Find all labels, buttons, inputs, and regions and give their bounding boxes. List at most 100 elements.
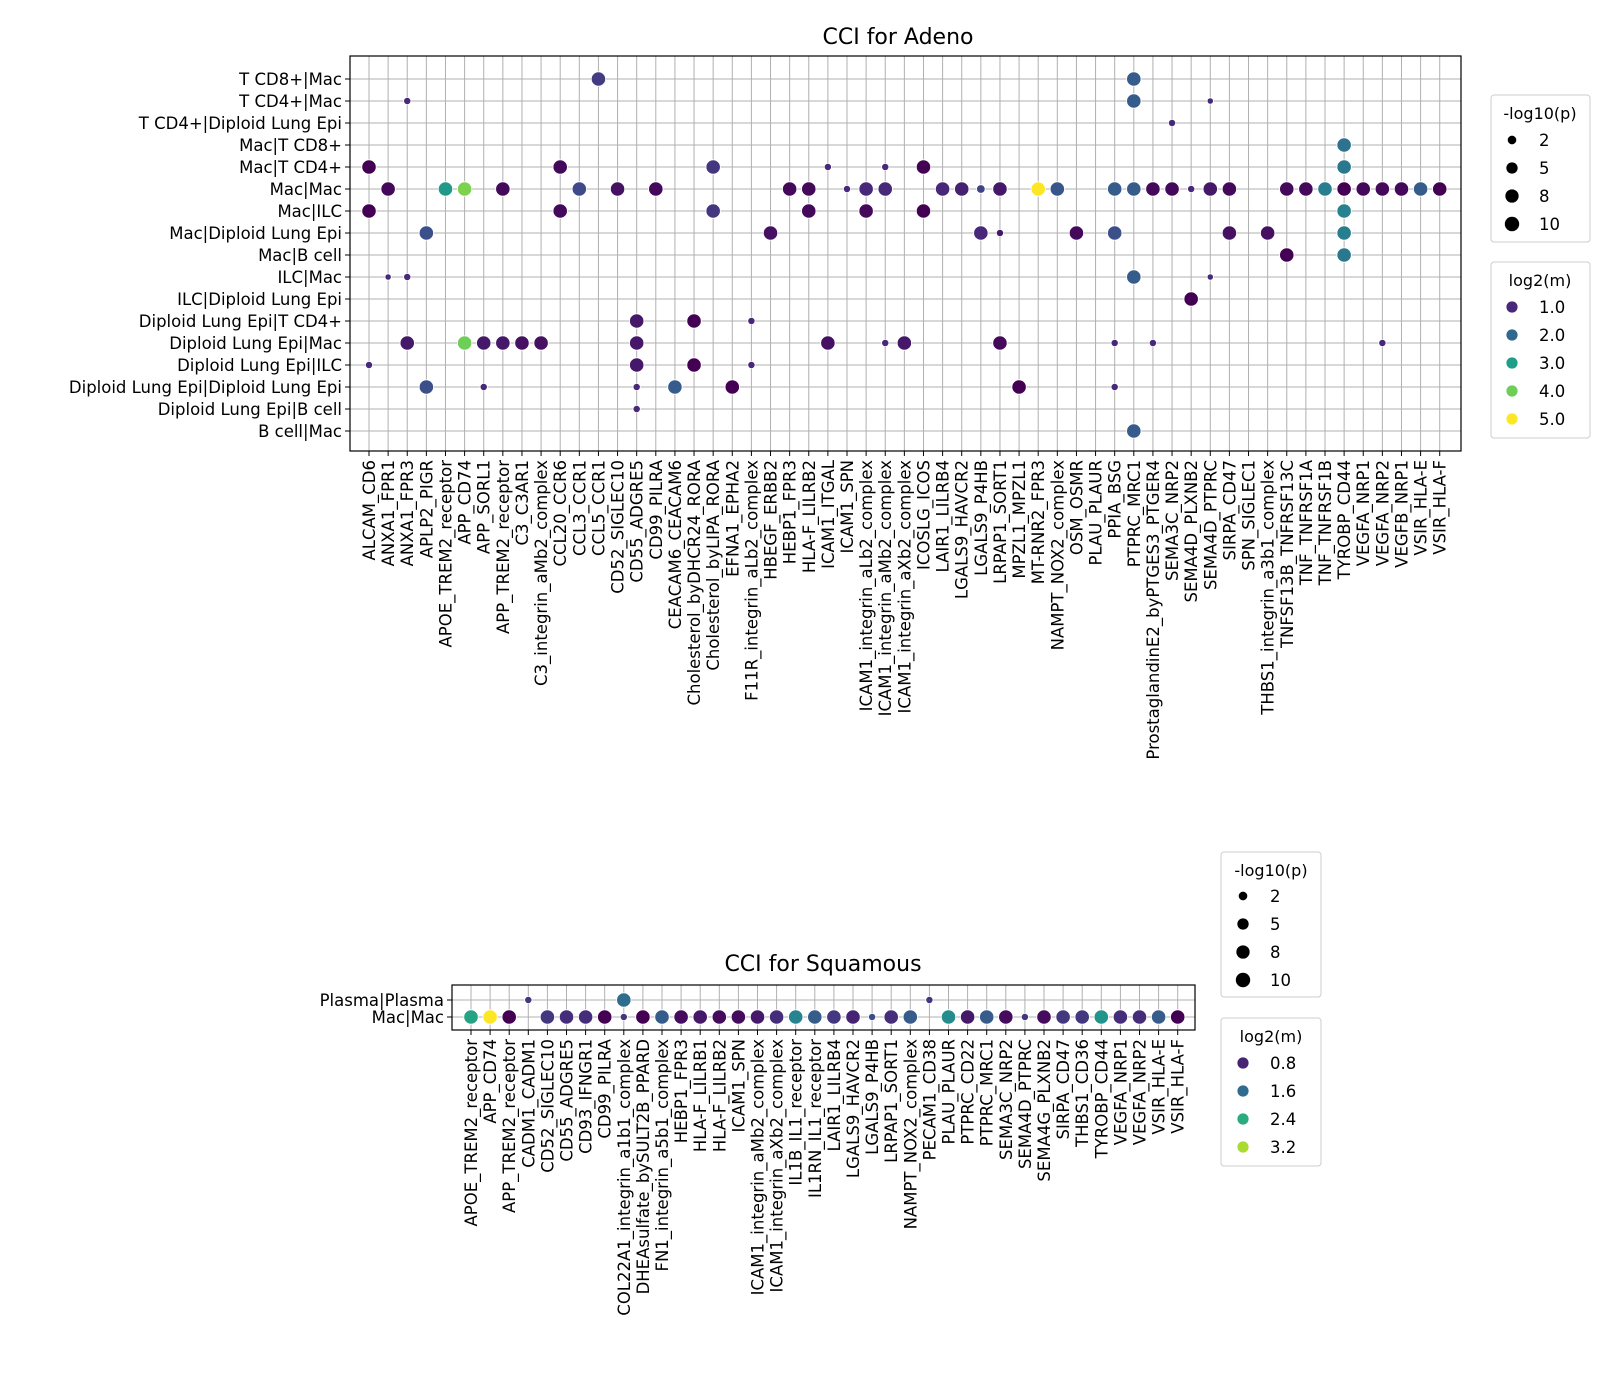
data-point: [456, 335, 473, 351]
x-tick-label: APP_CD74: [456, 460, 476, 545]
data-point: [635, 1009, 651, 1025]
x-tick-label: PLAU_PLAUR: [940, 1039, 960, 1145]
y-tick-label: Mac|T CD8+: [239, 136, 342, 155]
x-tick-label: CCL20_CCR6: [551, 460, 571, 567]
x-tick-label: ICAM1_integrin_aMb2_complex: [749, 1039, 769, 1296]
adeno-y-tick-labels: T CD8+|Mac T CD4+|Mac T CD4+|Diploid Lung …: [69, 70, 350, 441]
data-point: [826, 1009, 842, 1025]
data-point: [1206, 273, 1214, 281]
y-tick-label: Mac|Diploid Lung Epi: [169, 224, 342, 243]
data-point: [1206, 97, 1214, 105]
color-legend-marker: [1506, 329, 1518, 341]
data-point: [1336, 159, 1352, 175]
x-tick-label: VSIR_HLA-E: [1150, 1039, 1170, 1135]
color-legend-label: 1.6: [1270, 1082, 1296, 1101]
data-point: [1202, 181, 1218, 197]
data-point: [1110, 338, 1119, 348]
data-point: [915, 159, 932, 175]
data-point: [479, 382, 488, 392]
data-point: [1110, 382, 1119, 392]
adeno-title: CCI for Adeno: [822, 25, 973, 50]
x-tick-label: ICOSLG_ICOS: [914, 460, 934, 570]
x-tick-label: LRPAP1_SORT1: [991, 460, 1011, 584]
x-tick-label: PECAM1_CD38: [920, 1039, 940, 1160]
data-point: [495, 335, 511, 351]
y-tick-label: T CD4+|Mac: [238, 92, 342, 111]
data-point: [1126, 181, 1142, 197]
x-tick-label: PTPRC_CD22: [959, 1039, 979, 1145]
data-point: [1298, 181, 1314, 197]
data-point: [724, 379, 740, 395]
data-point: [399, 335, 415, 351]
size-legend-label: 8: [1539, 187, 1550, 206]
data-point: [673, 1009, 689, 1025]
color-legend-label: 3.2: [1270, 1138, 1296, 1157]
x-tick-label: IL1B_IL1_receptor: [787, 1039, 807, 1186]
size-legend-label: 10: [1270, 971, 1291, 990]
data-point: [820, 335, 836, 351]
data-point: [992, 181, 1008, 197]
data-point: [877, 181, 893, 197]
data-point: [629, 313, 645, 329]
data-point: [705, 203, 721, 219]
data-point: [845, 1009, 861, 1025]
y-tick-label: Mac|ILC: [277, 202, 342, 221]
x-tick-label: CCL3_CCR1: [570, 460, 590, 556]
x-tick-label: TYROBP_CD44: [1335, 460, 1355, 580]
data-point: [616, 992, 632, 1008]
data-point: [456, 181, 473, 197]
adeno-size-legend: -log10(p) 2 5 8 10: [1490, 94, 1591, 243]
data-point: [1164, 181, 1180, 197]
x-tick-label: ICAM1_ITGAL: [819, 459, 839, 569]
data-point: [1068, 225, 1085, 241]
data-point: [667, 379, 683, 395]
x-tick-label: PPIA_BSG: [1106, 460, 1126, 539]
x-tick-label: ICAM1_SPN: [729, 1039, 749, 1132]
data-point: [858, 203, 874, 219]
y-tick-label: T CD8+|Mac: [238, 70, 342, 89]
adeno-frame: [349, 55, 1462, 452]
x-tick-label: LGALS9_HAVCR2: [844, 1039, 864, 1178]
adeno-points: [361, 71, 1448, 439]
x-tick-label: ANXA1_FPR1: [379, 460, 399, 566]
data-point: [954, 181, 970, 197]
color-legend-label: 4.0: [1539, 382, 1565, 401]
x-tick-label: LAIR1_LILRB4: [825, 1039, 845, 1151]
adeno-chart: CCI for Adeno T CD8+|Mac T CD4+|Mac T CD4+…: [69, 25, 1462, 760]
data-point: [1374, 181, 1390, 197]
data-point: [654, 1009, 670, 1025]
data-point: [788, 1009, 804, 1025]
x-tick-label: LAIR1_LILRB4: [934, 460, 954, 572]
x-tick-label: HBEGF_ERBB2: [762, 460, 782, 580]
adeno-plot-area: [350, 56, 1461, 451]
data-point: [1355, 181, 1371, 197]
size-legend-label: 5: [1539, 159, 1550, 178]
x-tick-label: VEGFA_NRP2: [1131, 1039, 1151, 1145]
data-point: [1145, 181, 1161, 197]
x-tick-label: CD55_ADGRE5: [628, 460, 648, 583]
squamous-plot-area: [452, 985, 1195, 1030]
x-tick-label: CCL5_CCR1: [589, 460, 609, 556]
data-point: [711, 1009, 727, 1025]
x-tick-label: ICAM1_integrin_aXb2_complex: [895, 460, 915, 714]
data-point: [1336, 225, 1352, 241]
data-point: [514, 335, 530, 351]
data-point: [1336, 181, 1352, 197]
size-legend-marker: [1237, 918, 1249, 930]
adeno-size-legend-title: -log10(p): [1503, 104, 1576, 123]
color-legend-marker: [1506, 301, 1518, 313]
data-point: [558, 1009, 575, 1025]
data-point: [747, 360, 756, 370]
color-legend-marker: [1506, 413, 1518, 425]
data-point: [762, 225, 779, 241]
x-tick-label: PTPRC_MRC1: [1125, 460, 1145, 567]
x-tick-label: HLA-F_LILRB2: [800, 460, 820, 573]
color-legend-label: 3.0: [1539, 354, 1565, 373]
data-point: [1030, 181, 1046, 197]
size-legend-marker: [1236, 945, 1250, 959]
data-point: [632, 382, 641, 392]
data-point: [533, 335, 549, 351]
data-point: [1432, 181, 1448, 197]
size-legend-label: 2: [1539, 131, 1550, 150]
